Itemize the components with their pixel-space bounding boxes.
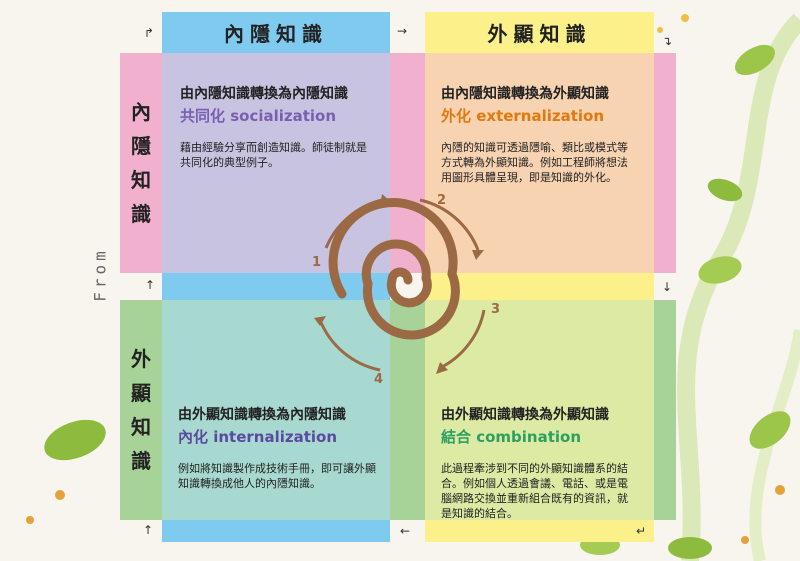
mode-label: 結合 combination: [441, 428, 582, 446]
quadrant-title: 由外顯知識轉換為外顯知識: [441, 407, 609, 423]
quadrant-title: 由內隱知識轉換為內隱知識: [180, 86, 348, 102]
arrow-corner-icon: ↱: [144, 26, 155, 40]
header-tacit: 內隱知識: [162, 12, 390, 53]
arrow-down-icon: ↴: [662, 34, 673, 48]
center-strip-pink: [390, 53, 425, 273]
arrow-down-icon: ↓: [662, 280, 673, 294]
quadrant-title: 由外顯知識轉換為內隱知識: [178, 407, 346, 423]
arrow-right-icon: →: [397, 24, 408, 38]
header-explicit: 外顯知識: [425, 12, 654, 53]
side-label-tacit: 內隱 知識: [120, 53, 162, 273]
leaf-icon: [707, 178, 743, 202]
knowledge-spiral: [314, 194, 486, 374]
mode-label: 共同化 socialization: [180, 107, 337, 125]
arrow-left-icon: ↵: [636, 524, 647, 538]
cycle-arrow-icon: [419, 198, 480, 251]
quadrant-description: 此過程牽涉到不同的外顯知識體系的結合。例如個人透過會議、電話、或是電腦網路交換並…: [441, 462, 628, 520]
leaf-icon: [735, 44, 775, 76]
quadrant-description: 例如將知識製作成技術手冊，即可讓外顯知識轉換成他人的內隱知識。: [178, 462, 376, 490]
arrow-left-icon: ←: [400, 524, 411, 538]
cycle-number-3: 3: [491, 302, 501, 317]
cycle-arrow-icon: [318, 319, 381, 372]
cycle-arrow-icon: [439, 309, 486, 370]
from-label: From: [90, 247, 110, 302]
side-band-right-top: [654, 53, 676, 273]
center-strip-blue: [162, 273, 390, 300]
bottom-band-right: [425, 520, 654, 542]
leaf-icon: [668, 537, 712, 559]
center-strip-yellow: [425, 273, 654, 300]
cycle-number-2: 2: [437, 193, 447, 208]
arrow-up-icon: ↑: [143, 523, 154, 537]
cycle-number-1: 1: [312, 255, 322, 270]
mode-label: 內化 internalization: [178, 428, 338, 446]
arrow-up-icon: ↑: [145, 278, 156, 292]
quadrant-combination: 由外顯知識轉換為外顯知識 結合 combination 此過程牽涉到不同的外顯知…: [425, 300, 654, 520]
cycle-number-4: 4: [374, 372, 384, 387]
side-label-explicit: 外顯 知識: [120, 300, 162, 520]
quadrant-externalization: 由內隱知識轉換為外顯知識 外化 externalization 內隱的知識可透過…: [425, 53, 654, 273]
spiral-icon: [328, 198, 460, 340]
side-band-right-bottom: [654, 300, 676, 520]
mode-label: 外化 externalization: [441, 107, 605, 125]
bottom-band-left: [162, 520, 390, 542]
leaf-icon: [698, 256, 742, 284]
quadrant-title: 由內隱知識轉換為外顯知識: [441, 86, 609, 102]
cycle-arrow-icon: [324, 198, 383, 249]
quadrant-internalization: 由外顯知識轉換為內隱知識 內化 internalization 例如將知識製作成…: [162, 300, 390, 520]
vine-icon: [677, 13, 800, 561]
leaf-icon: [44, 419, 106, 461]
leaf-icon: [749, 411, 791, 449]
quadrant-description: 藉由經驗分享而創造知識。師徒制就是共同化的典型例子。: [180, 141, 367, 169]
quadrant-socialization: 由內隱知識轉換為內隱知識 共同化 socialization 藉由經驗分享而創造…: [162, 53, 390, 273]
quadrant-description: 內隱的知識可透過隱喻、類比或模式等方式轉為外顯知識。例如工程師將想法用圖形具體呈…: [441, 141, 628, 184]
